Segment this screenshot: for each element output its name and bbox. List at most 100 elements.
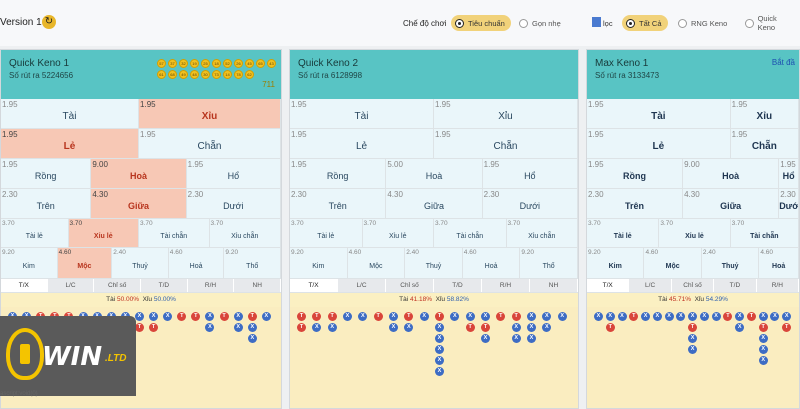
bet-option[interactable]: 1.95 Rồng	[290, 159, 387, 188]
bet-option[interactable]: 4.60 Hoả	[168, 248, 225, 278]
history-tab[interactable]: R/H	[188, 279, 235, 292]
bet-option[interactable]: 2.30 Dưới	[779, 189, 799, 218]
bet-option[interactable]: 1.95 Chẵn	[139, 129, 281, 158]
filter-all-radio[interactable]: Tất Cả	[622, 15, 668, 31]
bet-option[interactable]: 1.95 Tài	[587, 99, 731, 128]
bet-odds: 1.95	[2, 100, 18, 109]
bet-option[interactable]: 2.30 Dưới	[186, 189, 281, 218]
history-tab[interactable]: L/C	[48, 279, 95, 292]
road-tai-marker: T	[312, 312, 322, 321]
bet-option[interactable]: 3.70 Tài lẻ	[290, 219, 363, 247]
bet-option[interactable]: 4.60 Mộc	[347, 248, 406, 278]
bet-option[interactable]: 3.70 Tài chẵn	[139, 219, 210, 247]
history-tab[interactable]: T/X	[1, 279, 48, 292]
tai-stat-pct: 45.71%	[668, 296, 691, 303]
bet-option[interactable]: 3.70 Xỉu lẻ	[659, 219, 731, 247]
bet-option[interactable]: 1.95 Xỉu	[730, 99, 799, 128]
bet-option[interactable]: 2.30 Trên	[1, 189, 92, 218]
history-tab[interactable]: T/D	[714, 279, 757, 292]
history-tab[interactable]: T/D	[141, 279, 188, 292]
bet-label: Thuỷ	[425, 263, 442, 270]
road-xiu-marker: X	[481, 312, 490, 321]
history-tab[interactable]: R/H	[757, 279, 799, 292]
bet-option[interactable]: 9.20 Thổ	[224, 248, 281, 278]
bet-option[interactable]: 3.70 Tài lẻ	[587, 219, 660, 247]
bet-option[interactable]: 9.20 Kim	[1, 248, 58, 278]
bet-option[interactable]: 2.30 Dưới	[482, 189, 578, 218]
history-tab[interactable]: L/C	[629, 279, 672, 292]
bet-odds: 4.60	[169, 249, 183, 256]
history-tab[interactable]: T/X	[587, 279, 630, 292]
mode-standard-radio[interactable]: Tiêu chuẩn	[451, 15, 511, 31]
bet-option[interactable]: 4.30 Giữa	[386, 189, 483, 218]
road-xiu-marker: X	[465, 312, 475, 321]
bet-label: Kim	[22, 263, 35, 270]
bet-option[interactable]: 1.95 Rồng	[587, 159, 684, 188]
bet-option[interactable]: 3.70 Xỉu lẻ	[362, 219, 434, 247]
bet-option[interactable]: 3.70 Xỉu chẵn	[209, 219, 281, 247]
bet-option[interactable]: 1.95 Chẵn	[434, 129, 578, 158]
bet-option[interactable]: 1.95 Hổ	[482, 159, 578, 188]
bet-option[interactable]: 1.95 Rồng	[1, 159, 92, 188]
bet-option[interactable]: 3.70 Tài lẻ	[1, 219, 69, 247]
bet-option[interactable]: 2.40 Thuỷ	[112, 248, 169, 278]
bet-option[interactable]: 1.95 Tài	[1, 99, 140, 128]
refresh-icon[interactable]: ↻	[42, 15, 56, 29]
history-tab[interactable]: L/C	[338, 279, 386, 292]
bet-option[interactable]: 1.95 Chẵn	[730, 129, 799, 158]
bet-option[interactable]: 9.20 Kim	[290, 248, 348, 278]
bet-option[interactable]: 1.95 Hổ	[186, 159, 281, 188]
history-tab[interactable]: Chỉ số	[94, 279, 142, 292]
bet-option[interactable]: 1.95 Lẻ	[290, 129, 434, 158]
bet-option[interactable]: 1.95 Lẻ	[587, 129, 731, 158]
bet-odds: 2.30	[483, 190, 500, 199]
bet-option[interactable]: 4.30 Giữa	[91, 189, 187, 218]
bet-option[interactable]: 9.20 Thổ	[520, 248, 578, 278]
bet-option[interactable]: 3.70 Tài chẵn	[730, 219, 799, 247]
bet-label: Xỉu lẻ	[388, 233, 407, 240]
bet-option[interactable]: 1.95 Xỉu	[139, 99, 281, 128]
bet-option[interactable]: 1.95 Tài	[290, 99, 434, 128]
filter-icon[interactable]	[592, 17, 601, 27]
road-xiu-marker: X	[688, 345, 698, 354]
bet-option[interactable]: 2.40 Thuỷ	[405, 248, 463, 278]
bet-option[interactable]: 1.95 Lẻ	[1, 129, 140, 158]
drawn-ball: 14	[223, 70, 232, 79]
bet-option[interactable]: 9.00 Hoà	[683, 159, 780, 188]
bet-option[interactable]: 2.30 Trên	[290, 189, 387, 218]
history-tab[interactable]: NH	[530, 279, 578, 292]
tai-stat-pct: 41.18%	[409, 296, 432, 303]
bet-option[interactable]: 4.60 Hoả	[462, 248, 521, 278]
bet-option[interactable]: 4.60 Mộc	[57, 248, 113, 278]
radio-dot-icon	[455, 18, 464, 28]
bet-option[interactable]: 9.20 Kim	[587, 248, 645, 278]
bet-option[interactable]: 2.30 Trên	[587, 189, 684, 218]
bet-option[interactable]: 4.60 Hoả	[759, 248, 799, 278]
filter-quick-radio[interactable]: Quick Keno	[741, 14, 800, 32]
bet-option[interactable]: 1.95 Hổ	[779, 159, 799, 188]
road-xiu-marker: X	[688, 334, 698, 343]
tai-xiu-stats: Tài 41.18% Xỉu 58.82%	[290, 293, 578, 307]
start-link[interactable]: Bắt đầ	[771, 58, 795, 67]
bet-option[interactable]: 9.00 Hoà	[91, 159, 187, 188]
history-tab[interactable]: Chỉ số	[386, 279, 434, 292]
history-tab[interactable]: R/H	[482, 279, 530, 292]
history-tab[interactable]: T/X	[290, 279, 338, 292]
bet-option[interactable]: 3.70 Xỉu chẵn	[506, 219, 578, 247]
filter-rng-radio[interactable]: RNG Keno	[674, 15, 733, 31]
history-tab[interactable]: T/D	[434, 279, 482, 292]
bet-option[interactable]: 1.95 Xỉu	[434, 99, 578, 128]
bet-option[interactable]: 4.60 Mộc	[644, 248, 702, 278]
road-xiu-marker: X	[247, 334, 257, 343]
bet-option[interactable]: 3.70 Tài chẵn	[434, 219, 507, 247]
xiu-stat-pct: 50.00%	[153, 296, 176, 303]
mode-compact-radio[interactable]: Gọn nhẹ	[515, 15, 567, 31]
bet-option[interactable]: 5.00 Hoà	[386, 159, 483, 188]
drawn-ball: 25	[201, 59, 210, 68]
bet-odds: 1.95	[140, 130, 156, 139]
history-tab[interactable]: Chỉ số	[672, 279, 715, 292]
bet-option[interactable]: 2.40 Thuỷ	[701, 248, 760, 278]
bet-option[interactable]: 4.30 Giữa	[683, 189, 780, 218]
bet-option[interactable]: 3.70 Xỉu lẻ	[68, 219, 140, 247]
history-tab[interactable]: NH	[234, 279, 281, 292]
